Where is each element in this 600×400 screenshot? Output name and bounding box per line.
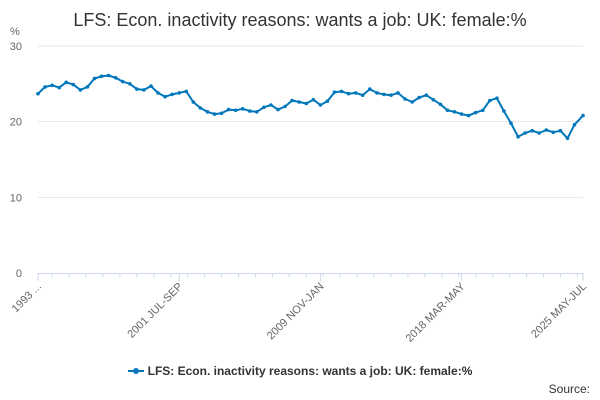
data-point[interactable]	[254, 110, 259, 114]
data-point[interactable]	[424, 93, 429, 97]
data-point[interactable]	[551, 130, 556, 135]
y-tick-label: 0	[16, 268, 22, 280]
data-point[interactable]	[142, 88, 146, 92]
series-layer	[36, 73, 585, 141]
data-point[interactable]	[389, 93, 393, 97]
data-point[interactable]	[581, 113, 585, 118]
data-point[interactable]	[212, 112, 217, 116]
legend[interactable]: LFS: Econ. inactivity reasons: wants a j…	[0, 364, 600, 378]
y-axis-unit-label: %	[10, 26, 20, 38]
data-point[interactable]	[128, 82, 132, 86]
chart-title: LFS: Econ. inactivity reasons: wants a j…	[73, 10, 527, 30]
x-tick-label: 1993 ...	[10, 281, 44, 315]
y-tick-label: 30	[10, 41, 22, 53]
data-point[interactable]	[85, 85, 90, 89]
data-point[interactable]	[346, 91, 351, 96]
data-point[interactable]	[57, 85, 61, 90]
data-point[interactable]	[113, 76, 118, 80]
data-point[interactable]	[304, 101, 309, 106]
data-point[interactable]	[149, 84, 153, 88]
gridlines	[38, 45, 583, 198]
data-point[interactable]	[558, 128, 563, 133]
data-point[interactable]	[473, 110, 478, 115]
data-point[interactable]	[92, 76, 97, 81]
x-tick-label: 2018 MAR-MAY	[404, 280, 469, 345]
data-point[interactable]	[106, 73, 111, 78]
data-point[interactable]	[283, 104, 287, 109]
legend-line-marker-icon	[127, 366, 144, 376]
data-point[interactable]	[375, 91, 379, 95]
data-point[interactable]	[120, 79, 125, 84]
data-point[interactable]	[198, 106, 203, 110]
data-point[interactable]	[99, 74, 104, 79]
y-tick-label: 10	[10, 192, 22, 204]
data-point[interactable]	[530, 128, 534, 133]
data-point[interactable]	[431, 97, 436, 102]
data-point[interactable]	[240, 107, 245, 111]
data-point[interactable]	[466, 113, 471, 118]
data-point[interactable]	[36, 91, 40, 96]
data-point[interactable]	[156, 91, 160, 95]
series-line[interactable]	[37, 74, 584, 140]
data-point[interactable]	[262, 105, 266, 110]
data-point[interactable]	[382, 92, 386, 97]
data-point[interactable]	[495, 96, 499, 100]
data-point[interactable]	[368, 87, 372, 91]
data-point[interactable]	[403, 97, 407, 101]
data-point[interactable]	[290, 98, 294, 103]
data-point[interactable]	[572, 122, 577, 127]
data-point[interactable]	[311, 97, 316, 102]
data-point[interactable]	[509, 121, 513, 125]
data-point[interactable]	[410, 100, 415, 104]
data-point[interactable]	[233, 108, 238, 113]
data-point[interactable]	[205, 110, 210, 114]
data-point[interactable]	[177, 91, 181, 95]
data-point[interactable]	[516, 135, 520, 139]
data-point[interactable]	[226, 107, 231, 112]
data-point[interactable]	[318, 103, 323, 107]
data-point[interactable]	[170, 92, 174, 97]
data-point[interactable]	[565, 136, 570, 141]
data-point[interactable]	[537, 131, 541, 135]
data-point[interactable]	[64, 80, 68, 85]
source-label: Source:	[548, 382, 590, 396]
data-point[interactable]	[523, 131, 527, 135]
x-tick-label: 2025 MAY-JUL	[529, 281, 589, 341]
x-tick-label: 2009 NOV-JAN	[265, 281, 327, 343]
data-point[interactable]	[43, 85, 47, 89]
data-point[interactable]	[459, 112, 464, 116]
data-point[interactable]	[135, 87, 139, 91]
data-point[interactable]	[219, 111, 224, 116]
data-point[interactable]	[163, 94, 167, 99]
data-point[interactable]	[488, 98, 492, 103]
x-tick-label: 2001 JUL-SEP	[125, 281, 185, 341]
data-point[interactable]	[184, 89, 189, 94]
axes: 0 10 20 30% 1993 ... 2001 JUL-SEP 2009 NOV-JAN…	[10, 26, 589, 345]
data-point[interactable]	[325, 99, 330, 103]
y-tick-label: 20	[10, 117, 22, 129]
legend-label: LFS: Econ. inactivity reasons: wants a j…	[147, 364, 473, 378]
data-point[interactable]	[353, 91, 358, 95]
data-point[interactable]	[339, 89, 344, 94]
data-point[interactable]	[452, 110, 457, 114]
data-point[interactable]	[445, 108, 450, 113]
data-point[interactable]	[396, 91, 400, 95]
data-point[interactable]	[269, 103, 273, 107]
data-point[interactable]	[481, 108, 485, 113]
data-point[interactable]	[544, 128, 549, 132]
data-point[interactable]	[417, 95, 422, 100]
data-point[interactable]	[332, 90, 337, 94]
data-point[interactable]	[191, 100, 196, 104]
data-point[interactable]	[50, 83, 54, 88]
data-point[interactable]	[78, 88, 83, 92]
data-point[interactable]	[502, 109, 506, 113]
data-point[interactable]	[248, 109, 252, 113]
data-point[interactable]	[276, 107, 280, 112]
data-point[interactable]	[360, 93, 365, 97]
data-point[interactable]	[438, 102, 443, 107]
data-point[interactable]	[297, 100, 302, 104]
data-point[interactable]	[71, 82, 76, 87]
